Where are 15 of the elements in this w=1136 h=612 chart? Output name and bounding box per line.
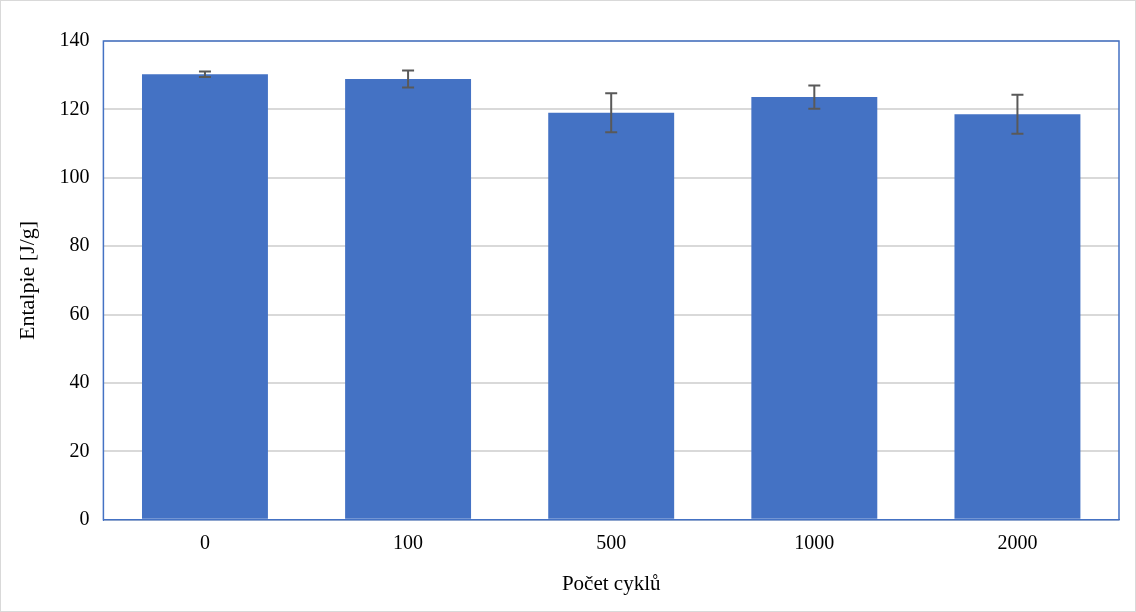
y-tick-label: 100 <box>59 165 90 188</box>
y-tick-label: 80 <box>69 233 90 256</box>
x-axis-title: Počet cyklů <box>561 570 661 595</box>
y-tick-label: 140 <box>59 28 90 51</box>
x-tick-label: 500 <box>596 531 627 554</box>
x-tick-label: 1000 <box>794 531 835 554</box>
x-tick-label: 0 <box>199 531 210 554</box>
y-tick-label: 20 <box>69 438 90 461</box>
y-tick-label: 120 <box>59 96 90 119</box>
y-tick-label: 40 <box>69 370 90 393</box>
y-tick-label: 60 <box>69 301 90 324</box>
y-tick-label: 0 <box>79 507 90 530</box>
x-tick-label: 2000 <box>997 531 1038 554</box>
y-axis-title: Entalpie [J/g] <box>13 220 39 340</box>
x-tick-label: 100 <box>393 531 424 554</box>
